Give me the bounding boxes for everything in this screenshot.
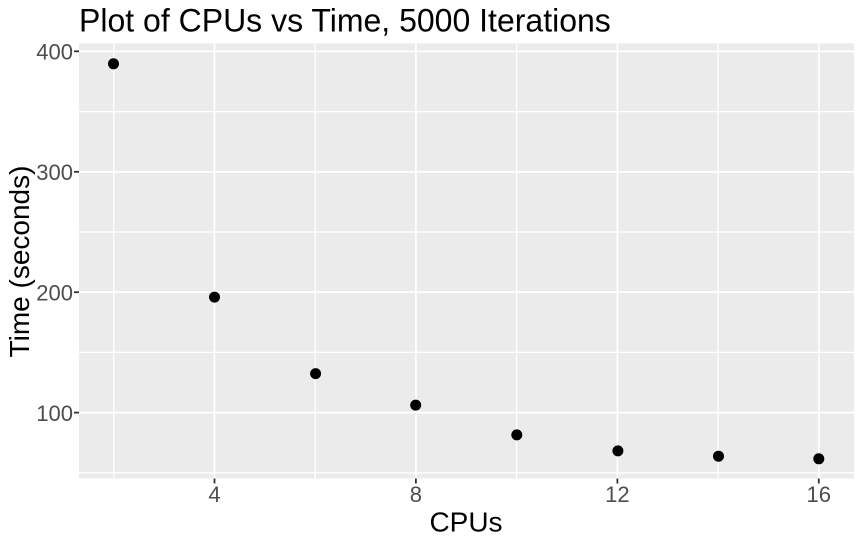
svg-text:200: 200 [36,281,73,306]
svg-text:8: 8 [410,482,422,507]
svg-text:Plot of CPUs vs Time, 5000 Ite: Plot of CPUs vs Time, 5000 Iterations [79,3,611,39]
svg-text:12: 12 [605,482,629,507]
svg-text:16: 16 [807,482,831,507]
svg-text:CPUs: CPUs [429,507,502,538]
svg-text:Time (seconds): Time (seconds) [4,166,35,358]
svg-text:300: 300 [36,160,73,185]
svg-text:4: 4 [208,482,220,507]
svg-text:100: 100 [36,401,73,426]
svg-text:400: 400 [36,40,73,65]
